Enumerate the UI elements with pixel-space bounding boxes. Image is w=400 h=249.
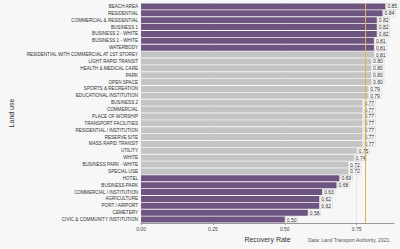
svg-text:COMMERCIAL & RESIDENTIAL: COMMERCIAL & RESIDENTIAL: [71, 18, 138, 23]
svg-text:WHITE: WHITE: [123, 155, 138, 160]
svg-text:BUSINESS 1 - WHITE: BUSINESS 1 - WHITE: [92, 38, 138, 43]
svg-text:COMMERCIAL: COMMERCIAL: [107, 107, 139, 112]
svg-text:HOTEL: HOTEL: [123, 176, 139, 181]
svg-text:0.77: 0.77: [364, 134, 375, 141]
svg-text:Recovery Rate: Recovery Rate: [244, 236, 290, 244]
svg-text:0.84: 0.84: [385, 10, 395, 16]
svg-text:0.75: 0.75: [359, 148, 369, 154]
svg-text:SPORTS & RECREATION: SPORTS & RECREATION: [84, 86, 138, 91]
svg-text:EDUCATIONAL INSTITUTION: EDUCATIONAL INSTITUTION: [76, 93, 138, 98]
svg-text:PORT / AIRPORT: PORT / AIRPORT: [102, 203, 139, 208]
svg-text:WATERBODY: WATERBODY: [109, 45, 138, 50]
svg-text:0.69: 0.69: [341, 175, 351, 181]
svg-text:0.72: 0.72: [350, 162, 360, 168]
svg-text:0.62: 0.62: [321, 203, 331, 209]
svg-text:0.82: 0.82: [379, 31, 389, 37]
svg-text:0.62: 0.62: [321, 196, 331, 202]
svg-text:BUSINESS 2: BUSINESS 2: [111, 100, 139, 105]
svg-text:RESERVE SITE: RESERVE SITE: [105, 135, 138, 140]
svg-text:0.79: 0.79: [370, 86, 380, 92]
svg-text:BEACH AREA: BEACH AREA: [109, 4, 139, 9]
svg-text:0.50: 0.50: [287, 217, 297, 223]
svg-text:TRANSPORT FACILITIES: TRANSPORT FACILITIES: [84, 121, 138, 126]
svg-text:PARK: PARK: [126, 73, 139, 78]
svg-text:0.85: 0.85: [387, 3, 397, 9]
svg-text:0.80: 0.80: [373, 79, 383, 85]
svg-text:Data: Land Transport Authority: Data: Land Transport Authority, 2021.: [308, 237, 391, 243]
svg-text:UTILITY: UTILITY: [121, 148, 138, 153]
svg-text:0.81: 0.81: [376, 52, 386, 58]
svg-text:0.77: 0.77: [364, 120, 375, 127]
svg-text:0.80: 0.80: [373, 58, 383, 64]
svg-text:0.82: 0.82: [379, 24, 389, 30]
svg-text:0.72: 0.72: [350, 168, 360, 174]
svg-text:0.80: 0.80: [373, 72, 383, 78]
svg-text:RESIDENTIAL / INSTITUTION: RESIDENTIAL / INSTITUTION: [75, 128, 138, 133]
svg-text:0.00: 0.00: [136, 226, 146, 232]
svg-text:0.58: 0.58: [310, 210, 320, 216]
svg-text:0.77: 0.77: [364, 140, 375, 147]
svg-text:COMMERCIAL / INSTITUTION: COMMERCIAL / INSTITUTION: [74, 190, 138, 195]
svg-text:0.77: 0.77: [364, 113, 375, 120]
svg-text:BUSINESS 2 - WHITE: BUSINESS 2 - WHITE: [92, 31, 138, 36]
svg-text:0.81: 0.81: [376, 45, 386, 51]
svg-text:0.63: 0.63: [324, 189, 334, 195]
svg-text:CEMETERY: CEMETERY: [113, 210, 138, 215]
svg-text:0.80: 0.80: [373, 65, 383, 71]
svg-text:PLACE OF WORSHIP: PLACE OF WORSHIP: [92, 114, 138, 119]
svg-text:0.79: 0.79: [370, 93, 380, 99]
svg-text:0.68: 0.68: [339, 182, 349, 188]
svg-text:CIVIC & COMMUNITY INSTITUTION: CIVIC & COMMUNITY INSTITUTION: [62, 217, 138, 222]
svg-text:0.74: 0.74: [356, 155, 366, 161]
svg-text:HEALTH & MEDICAL CARE: HEALTH & MEDICAL CARE: [80, 66, 138, 71]
svg-text:0.77: 0.77: [364, 99, 375, 106]
svg-text:SPECIAL USE: SPECIAL USE: [108, 169, 138, 174]
svg-text:RESIDENTIAL: RESIDENTIAL: [108, 11, 139, 16]
svg-text:LIGHT RAPID TRANSIT: LIGHT RAPID TRANSIT: [88, 59, 138, 64]
svg-text:0.75: 0.75: [352, 226, 362, 232]
svg-text:BUSINESS PARK - WHITE: BUSINESS PARK - WHITE: [82, 162, 138, 167]
svg-text:MASS RAPID TRANSIT: MASS RAPID TRANSIT: [89, 141, 138, 146]
svg-text:Land use: Land use: [8, 98, 15, 127]
svg-text:BUSINESS 1: BUSINESS 1: [111, 25, 139, 30]
svg-text:OPEN SPACE: OPEN SPACE: [109, 80, 139, 85]
svg-text:0.77: 0.77: [364, 127, 375, 134]
svg-text:BUSINESS PARK: BUSINESS PARK: [101, 183, 139, 188]
svg-text:RESIDENTIAL WITH COMMERCIAL AT: RESIDENTIAL WITH COMMERCIAL AT 1ST STORE…: [27, 52, 138, 57]
svg-text:0.82: 0.82: [379, 17, 389, 23]
svg-text:AGRICULTURE: AGRICULTURE: [105, 196, 138, 201]
svg-text:0.25: 0.25: [208, 226, 218, 232]
svg-text:0.50: 0.50: [280, 226, 290, 232]
svg-text:0.81: 0.81: [376, 38, 386, 44]
svg-text:0.77: 0.77: [364, 106, 375, 113]
